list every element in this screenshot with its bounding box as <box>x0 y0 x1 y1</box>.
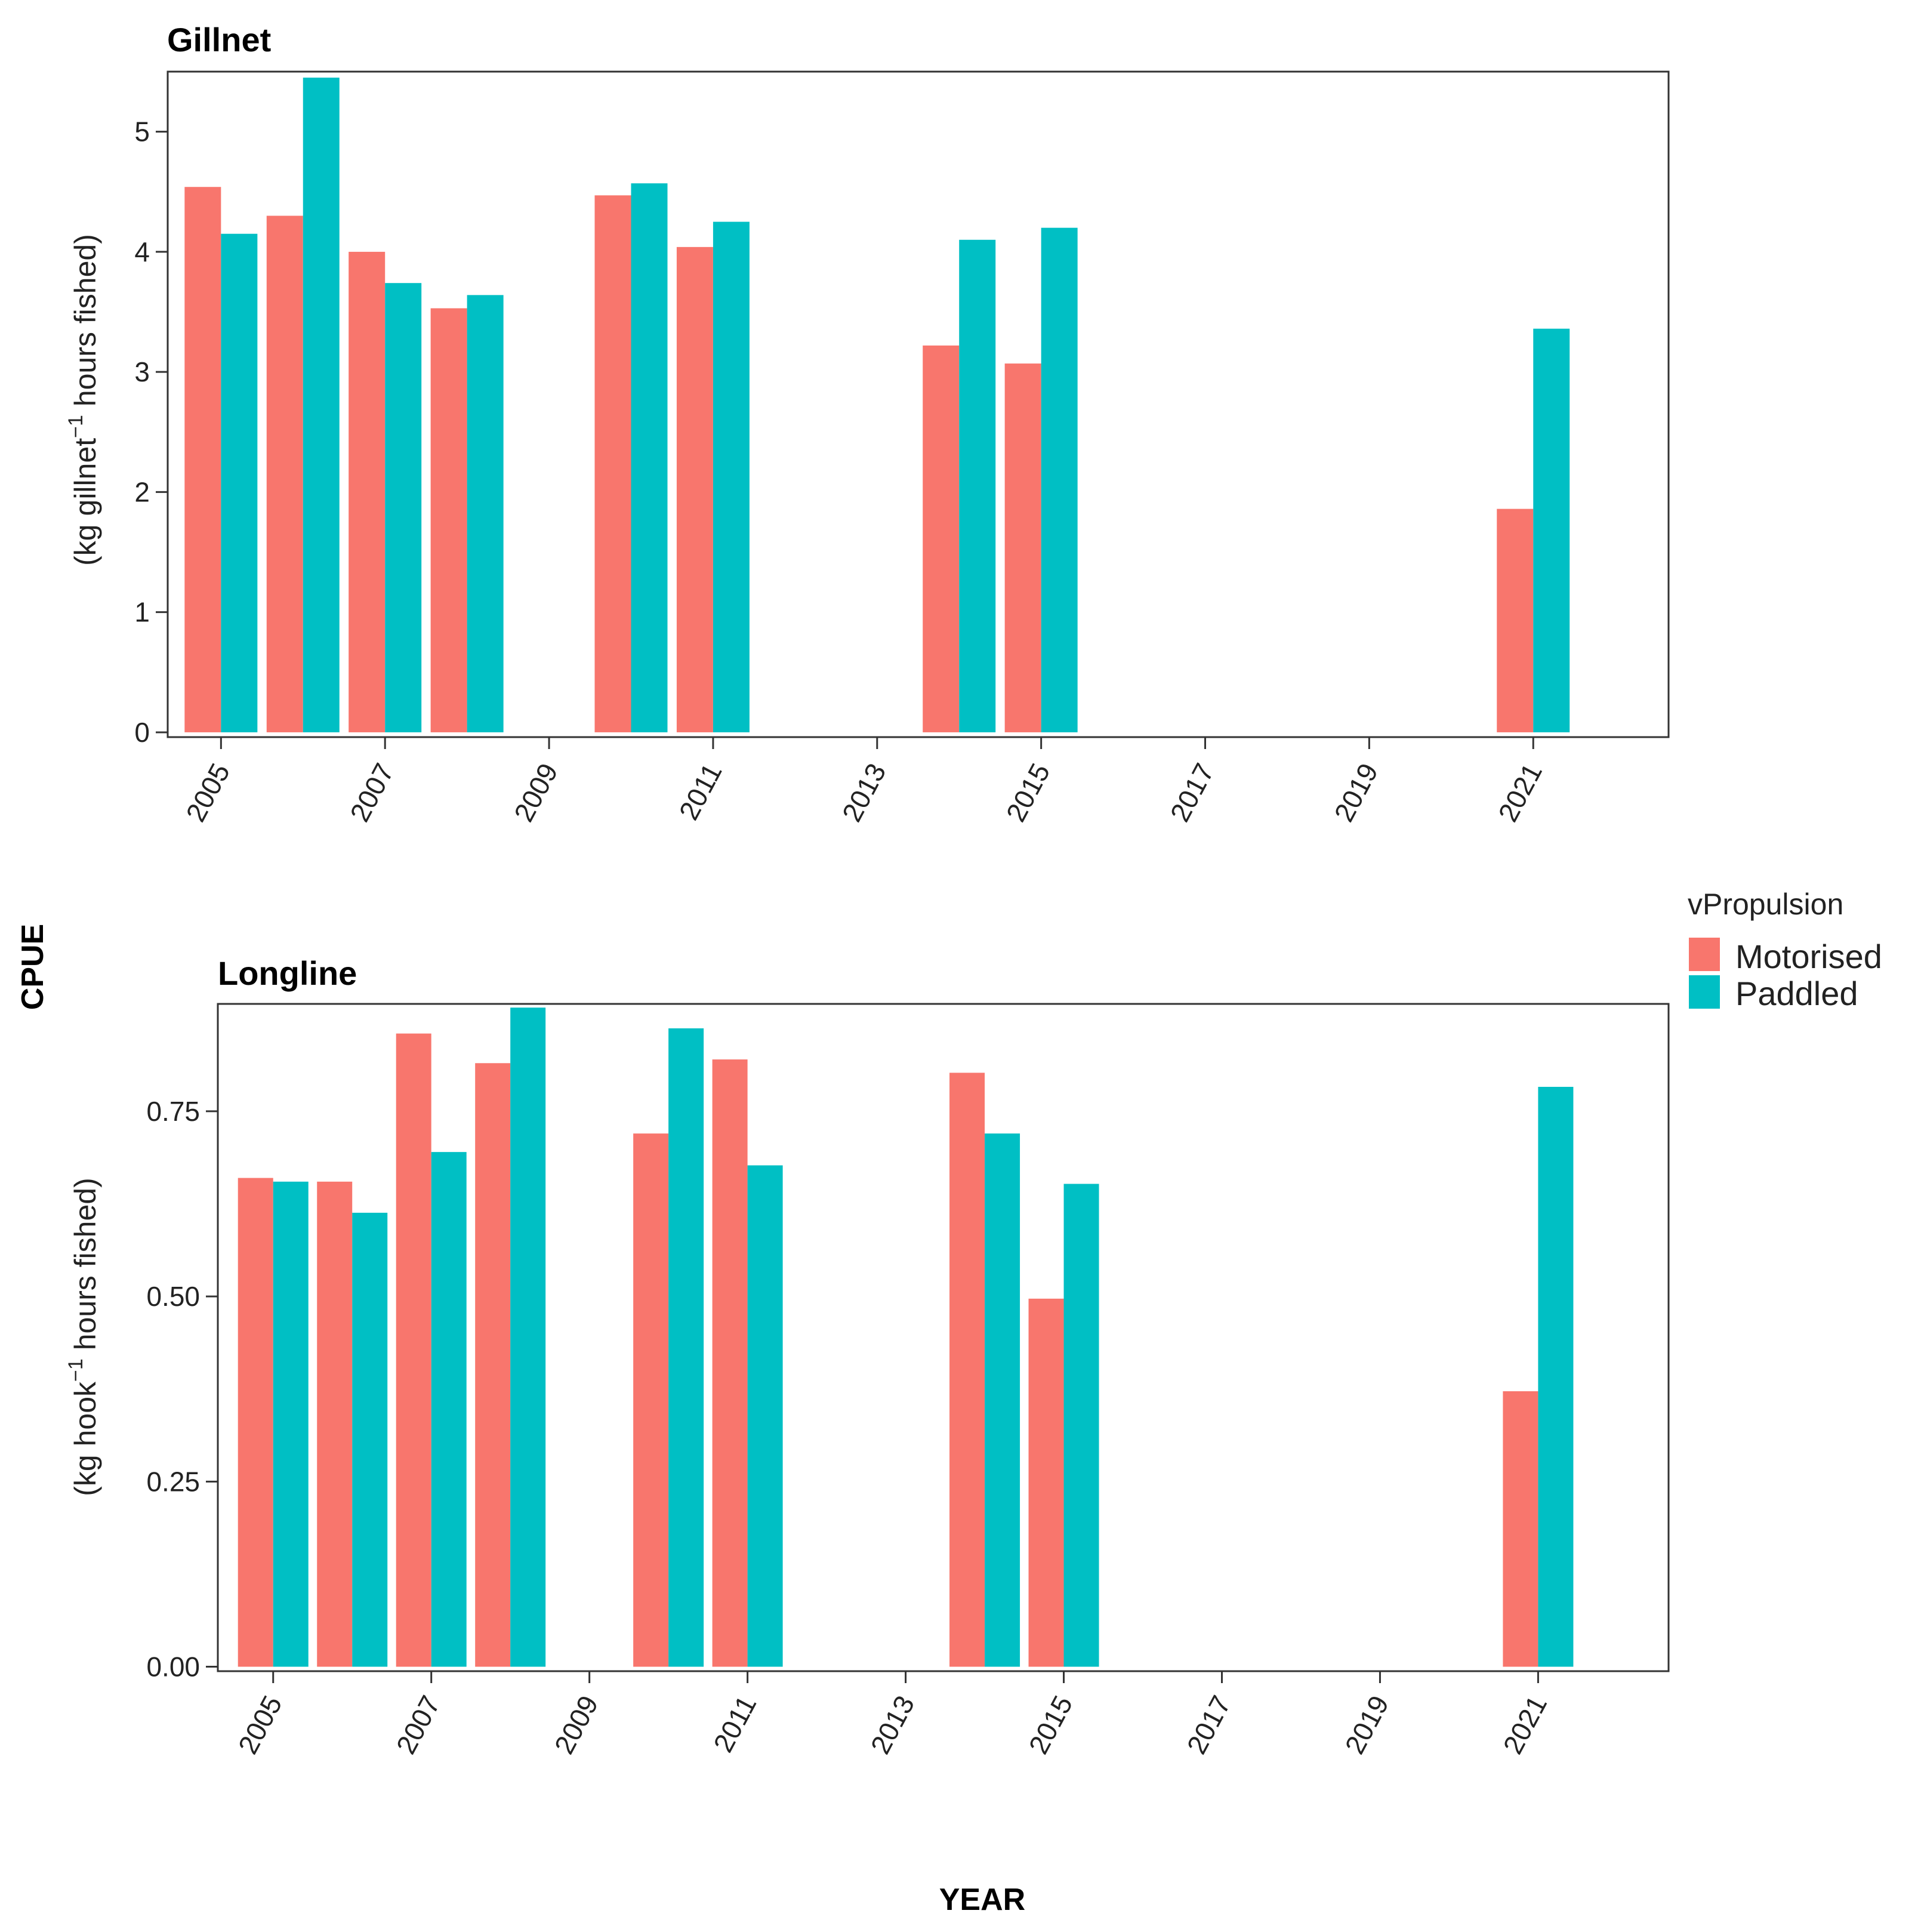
gillnet-title: Gillnet <box>167 21 271 58</box>
longline-x-ticks: 2005 2007 2009 2011 2013 2015 2017 2019 2021 <box>232 1671 1553 1759</box>
longline-bar-paddled-2010 <box>668 1028 704 1667</box>
gillnet-x-tick-label: 2005 <box>180 758 236 827</box>
longline-bar-motorised-2007 <box>396 1033 431 1667</box>
longline-bar-motorised-2008 <box>475 1063 511 1667</box>
longline-bar-paddled-2006 <box>352 1212 388 1667</box>
longline-y-ticks: 0.00 0.25 0.50 0.75 <box>146 1096 218 1683</box>
gillnet-bar-paddled-2014 <box>959 239 996 732</box>
gillnet-bar-motorised-2008 <box>430 308 467 732</box>
gillnet-bar-motorised-2021 <box>1497 509 1534 732</box>
legend-label-paddled: Paddled <box>1735 975 1858 1012</box>
longline-bar-paddled-2014 <box>985 1133 1020 1667</box>
longline-y-axis-label: (kg hook−1 hours fished) <box>64 1178 102 1496</box>
longline-plot-frame <box>217 1003 1670 1672</box>
longline-x-tick-label: 2007 <box>390 1690 446 1759</box>
longline-x-tick-label: 2013 <box>864 1690 920 1759</box>
gillnet-x-tick-label: 2019 <box>1328 758 1384 827</box>
longline-y-tick-label: 0.00 <box>146 1651 200 1683</box>
longline-bar-motorised-2011 <box>712 1059 748 1667</box>
longline-bar-motorised-2021 <box>1503 1391 1538 1667</box>
longline-x-tick-label: 2009 <box>548 1690 605 1759</box>
gillnet-y-tick-label: 3 <box>134 356 150 387</box>
gillnet-bar-paddled-2005 <box>221 233 258 732</box>
gillnet-x-tick-label: 2015 <box>1000 758 1056 827</box>
longline-bar-paddled-2015 <box>1063 1184 1099 1667</box>
gillnet-bar-motorised-2010 <box>594 195 631 732</box>
longline-bar-motorised-2015 <box>1028 1298 1064 1667</box>
gillnet-y-tick-label: 2 <box>134 476 150 507</box>
gillnet-panel: Gillnet (kg gillnet−1 hours fished) 0 1 2 3… <box>64 21 1670 827</box>
longline-x-tick-label: 2021 <box>1497 1690 1553 1759</box>
legend-title: vPropulsion <box>1688 888 1843 921</box>
gillnet-y-tick-label: 0 <box>134 717 150 748</box>
gillnet-bar-motorised-2005 <box>184 187 221 732</box>
gillnet-y-axis-label: (kg gillnet−1 hours fished) <box>64 234 102 566</box>
longline-bar-paddled-2011 <box>747 1165 783 1667</box>
longline-title: Longline <box>218 954 357 992</box>
gillnet-y-tick-label: 5 <box>134 116 150 147</box>
legend-swatch-motorised <box>1689 938 1720 971</box>
longline-y-tick-label: 0.25 <box>146 1466 200 1497</box>
longline-y-tick-label: 0.75 <box>146 1096 200 1127</box>
longline-x-tick-label: 2019 <box>1339 1690 1395 1759</box>
gillnet-bar-paddled-2015 <box>1041 227 1078 732</box>
gillnet-x-tick-label: 2011 <box>673 758 727 825</box>
gillnet-bar-motorised-2015 <box>1004 363 1041 732</box>
longline-bar-motorised-2010 <box>633 1133 669 1667</box>
gillnet-bar-paddled-2007 <box>385 283 422 732</box>
longline-x-tick-label: 2015 <box>1022 1690 1078 1759</box>
longline-bar-motorised-2014 <box>949 1073 985 1667</box>
longline-x-tick-label: 2017 <box>1180 1690 1237 1759</box>
gillnet-bar-motorised-2007 <box>349 251 386 732</box>
longline-bar-paddled-2005 <box>273 1181 309 1667</box>
longline-bar-motorised-2005 <box>238 1178 273 1667</box>
gillnet-y-ticks: 0 1 2 3 4 5 <box>134 116 168 748</box>
gillnet-x-tick-label: 2007 <box>344 758 400 827</box>
gillnet-x-tick-label: 2009 <box>508 758 564 827</box>
gillnet-x-ticks: 2005 2007 2009 2011 2013 2015 2017 2019 2021 <box>180 737 1548 827</box>
gillnet-bar-paddled-2010 <box>631 183 668 732</box>
shared-x-axis-title: YEAR <box>939 1882 1025 1917</box>
legend-swatch-paddled <box>1689 975 1720 1009</box>
gillnet-x-tick-label: 2013 <box>836 758 892 827</box>
legend-label-motorised: Motorised <box>1735 938 1882 975</box>
gillnet-bar-motorised-2006 <box>266 215 303 732</box>
legend: vPropulsion Motorised Paddled <box>1688 888 1882 1012</box>
gillnet-y-tick-label: 1 <box>134 597 150 628</box>
gillnet-bar-paddled-2008 <box>467 295 504 732</box>
gillnet-bar-paddled-2006 <box>303 78 340 732</box>
longline-x-tick-label: 2005 <box>232 1690 288 1759</box>
gillnet-x-tick-label: 2017 <box>1164 758 1220 827</box>
longline-y-tick-label: 0.50 <box>146 1281 200 1312</box>
gillnet-plot-frame <box>166 70 1670 738</box>
gillnet-bars <box>184 78 1570 732</box>
longline-bar-paddled-2021 <box>1538 1086 1574 1667</box>
longline-bars <box>238 1007 1574 1667</box>
gillnet-bar-paddled-2021 <box>1533 328 1570 732</box>
longline-bar-motorised-2006 <box>317 1181 353 1667</box>
gillnet-bar-paddled-2011 <box>713 221 750 732</box>
shared-y-axis-title: CPUE <box>16 924 50 1010</box>
gillnet-x-tick-label: 2021 <box>1492 758 1548 827</box>
gillnet-bar-motorised-2014 <box>923 345 960 732</box>
longline-bar-paddled-2007 <box>431 1152 467 1667</box>
longline-panel: Longline (kg hook−1 hours fished) 0.000.… <box>64 954 1670 1759</box>
gillnet-bar-motorised-2011 <box>676 246 713 732</box>
longline-x-tick-label: 2011 <box>707 1690 762 1757</box>
gillnet-y-tick-label: 4 <box>134 236 150 267</box>
longline-bar-paddled-2008 <box>510 1007 546 1667</box>
